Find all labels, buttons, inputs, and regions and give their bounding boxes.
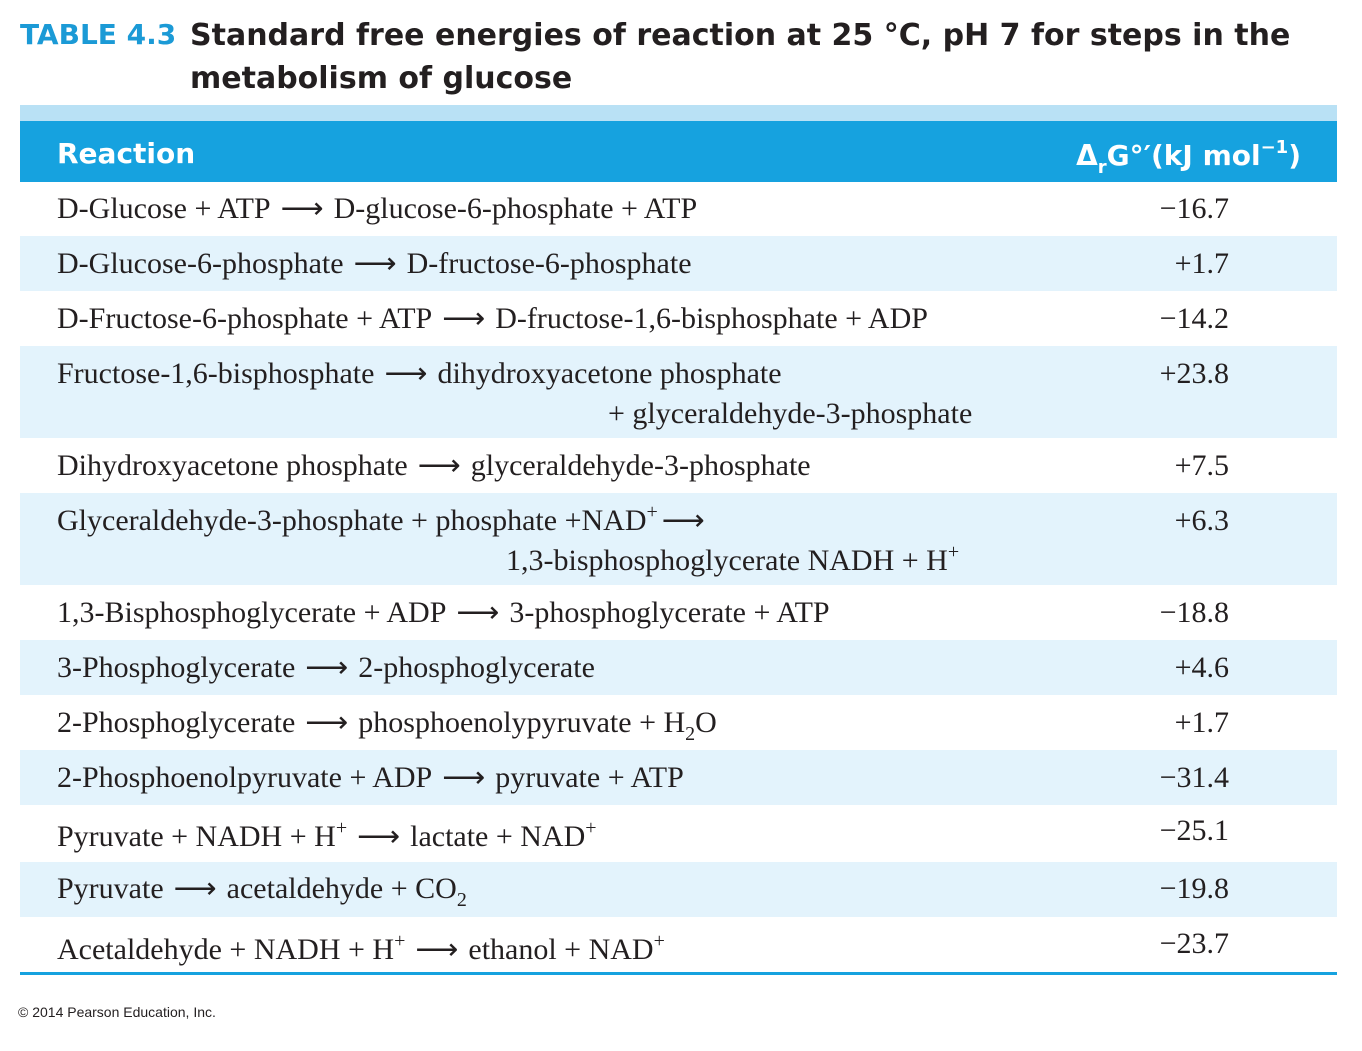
arrow-icon: ⟶ <box>357 820 401 853</box>
energy-value: +4.6 <box>1174 651 1229 684</box>
energy-value: −18.8 <box>1159 596 1229 629</box>
energy-value: +7.5 <box>1174 449 1229 482</box>
arrow-icon: ⟶ <box>280 192 324 225</box>
arrow-icon: ⟶ <box>442 761 486 794</box>
header-energy: ΔrG°′(kJ mol−1) <box>1076 137 1301 178</box>
reaction-equation: Dihydroxyacetone phosphate ⟶ glyceraldehyd… <box>57 449 811 482</box>
reaction-equation: 1,3-Bisphosphoglycerate + ADP ⟶ 3-phosphog… <box>57 596 830 629</box>
energy-value: +23.8 <box>1159 357 1229 390</box>
reaction-equation: 2-Phosphoenolpyruvate + ADP ⟶ pyruvate + A… <box>57 761 684 794</box>
table-row: 2-Phosphoglycerate ⟶ phosphoenolypyruvate … <box>20 695 1337 750</box>
reaction-equation: 2-Phosphoglycerate ⟶ phosphoenolypyruvate … <box>57 706 717 745</box>
arrow-icon: ⟶ <box>305 706 349 739</box>
arrow-icon: ⟶ <box>417 449 461 482</box>
table-title: Standard free energies of reaction at 25… <box>190 18 1291 96</box>
energy-value: +1.7 <box>1174 247 1229 280</box>
reaction-equation: D-Fructose-6-phosphate + ATP ⟶ D-fructose-… <box>57 302 928 335</box>
table-row: Glyceraldehyde-3-phosphate + phosphate +… <box>20 493 1337 585</box>
table-row: Acetaldehyde + NADH + H+ ⟶ ethanol + NAD+ … <box>20 917 1337 972</box>
reaction-equation: Glyceraldehyde-3-phosphate + phosphate +… <box>57 501 709 541</box>
table-row: 1,3-Bisphosphoglycerate + ADP ⟶ 3-phosphog… <box>20 585 1337 640</box>
energy-value: +1.7 <box>1174 706 1229 739</box>
table-row: 3-Phosphoglycerate ⟶ 2-phosphoglycerate +4… <box>20 640 1337 695</box>
arrow-icon: ⟶ <box>415 933 459 966</box>
energy-value: −16.7 <box>1159 192 1229 225</box>
reaction-equation: 3-Phosphoglycerate ⟶ 2-phosphoglycerate <box>57 651 595 684</box>
arrow-icon: ⟶ <box>442 302 486 335</box>
bottom-rule <box>20 972 1337 975</box>
arrow-icon: ⟶ <box>384 357 428 390</box>
arrow-icon: ⟶ <box>305 651 349 684</box>
reaction-equation: Fructose-1,6-bisphosphate ⟶ dihydroxyaceto… <box>57 357 782 390</box>
arrow-icon: ⟶ <box>456 596 500 629</box>
energy-value: −14.2 <box>1159 302 1229 335</box>
arrow-icon: ⟶ <box>173 872 217 905</box>
arrow-icon: ⟶ <box>661 504 705 537</box>
energy-value: −23.7 <box>1159 927 1229 960</box>
reaction-equation: D-Glucose + ATP ⟶ D-glucose-6-phosphate + … <box>57 192 698 225</box>
table-row: D-Glucose + ATP ⟶ D-glucose-6-phosphate + … <box>20 182 1337 236</box>
table-row: Dihydroxyacetone phosphate ⟶ glyceraldehyd… <box>20 438 1337 493</box>
table-row: 2-Phosphoenolpyruvate + ADP ⟶ pyruvate + A… <box>20 750 1337 805</box>
reaction-equation: D-Glucose-6-phosphate ⟶ D-fructose-6-phosp… <box>57 247 692 280</box>
reaction-continuation: 1,3-bisphosphoglycerate NADH + H+ <box>506 541 960 577</box>
reaction-equation: Pyruvate + NADH + H+ ⟶ lactate + NAD+ <box>57 817 597 853</box>
table-row: Pyruvate ⟶ acetaldehyde + CO2 −19.8 <box>20 862 1337 917</box>
header-reaction: Reaction <box>57 137 196 170</box>
table-row: Fructose-1,6-bisphosphate ⟶ dihydroxyaceto… <box>20 346 1337 438</box>
reaction-equation: Pyruvate ⟶ acetaldehyde + CO2 <box>57 872 467 911</box>
energy-value: −31.4 <box>1159 761 1229 794</box>
table-row: Pyruvate + NADH + H+ ⟶ lactate + NAD+ −25.… <box>20 805 1337 862</box>
table-row: D-Glucose-6-phosphate ⟶ D-fructose-6-phosp… <box>20 236 1337 291</box>
energy-value: −25.1 <box>1159 814 1229 847</box>
table-header: Reaction ΔrG°′(kJ mol−1) <box>20 121 1337 182</box>
copyright-notice: © 2014 Pearson Education, Inc. <box>18 1004 216 1020</box>
table-label: TABLE 4.3 <box>20 18 177 51</box>
reaction-continuation: + glyceraldehyde-3-phosphate <box>608 397 973 430</box>
top-rule <box>20 105 1337 121</box>
reaction-equation: Acetaldehyde + NADH + H+ ⟶ ethanol + NAD+ <box>57 930 665 966</box>
table-row: D-Fructose-6-phosphate + ATP ⟶ D-fructose-… <box>20 291 1337 346</box>
energy-value: +6.3 <box>1174 504 1229 537</box>
arrow-icon: ⟶ <box>353 247 397 280</box>
energy-value: −19.8 <box>1159 872 1229 905</box>
